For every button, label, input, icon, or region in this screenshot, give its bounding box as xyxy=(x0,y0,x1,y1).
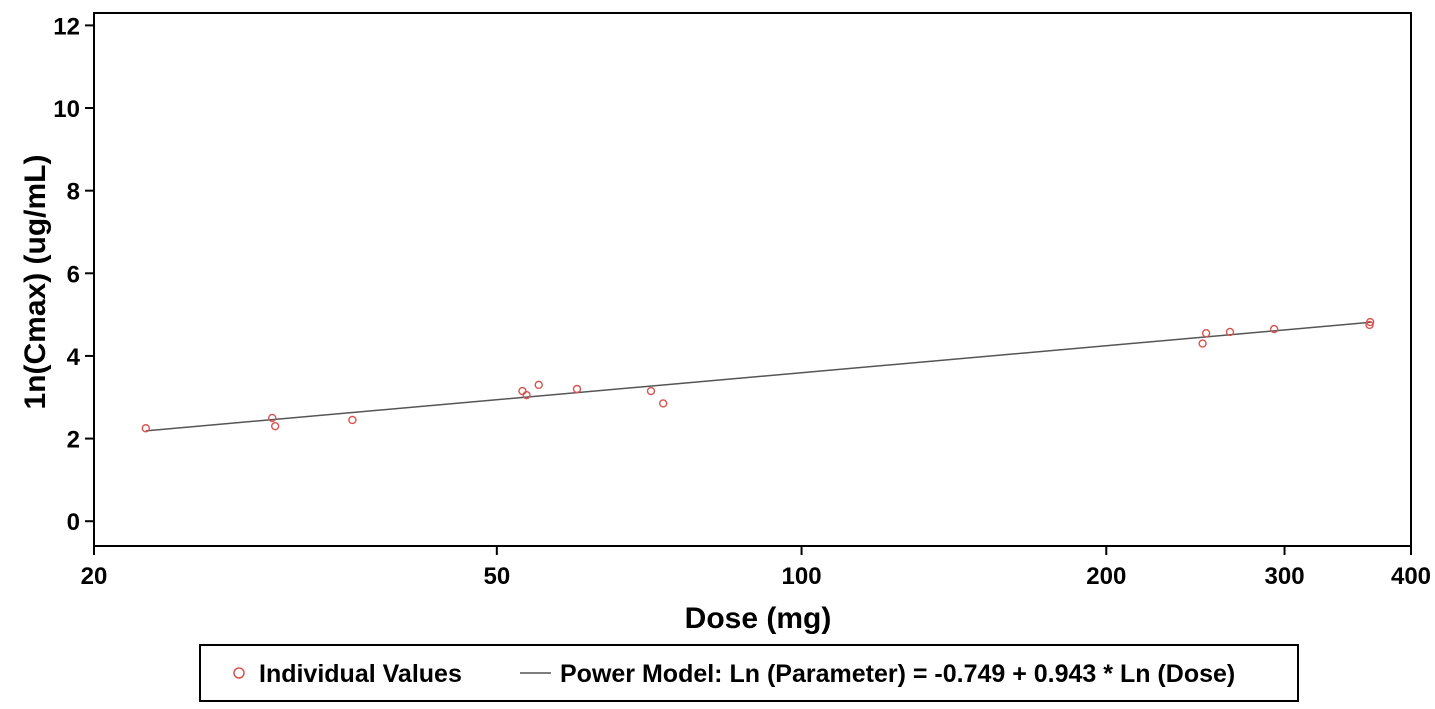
y-axis-title: 1n(Cmax) (ug/mL) xyxy=(19,155,52,410)
data-point xyxy=(522,390,531,400)
data-point xyxy=(141,424,150,433)
data-point xyxy=(1201,329,1211,338)
data-point xyxy=(1269,324,1279,334)
data-point xyxy=(270,421,280,431)
x-tick-label: 300 xyxy=(1265,563,1305,590)
x-tick-label: 100 xyxy=(782,563,822,590)
y-tick-label: 8 xyxy=(67,179,80,206)
x-axis-title: Dose (mg) xyxy=(685,602,832,635)
y-tick-label: 4 xyxy=(67,344,81,371)
scatter-points xyxy=(141,317,1375,433)
x-tick-label: 200 xyxy=(1086,563,1126,590)
y-tick-label: 2 xyxy=(67,427,80,454)
y-tick-label: 6 xyxy=(67,261,80,288)
y-tick-label: 0 xyxy=(67,509,80,536)
x-axis: 20 50 100 200 300 400 xyxy=(81,546,1431,590)
data-point xyxy=(646,386,656,396)
data-point xyxy=(658,399,668,408)
y-axis: 0 2 4 6 8 10 12 xyxy=(53,13,94,536)
plot-frame xyxy=(93,12,1412,547)
data-point xyxy=(572,384,582,394)
legend: Individual Values Power Model: Ln (Param… xyxy=(199,644,1299,702)
x-tick-label: 20 xyxy=(81,563,108,590)
data-point xyxy=(1365,317,1375,327)
y-tick-label: 12 xyxy=(53,13,80,40)
legend-frame xyxy=(199,644,1299,702)
x-tick-label: 400 xyxy=(1391,563,1431,590)
power-model-fit-line xyxy=(145,321,1371,432)
legend-entry-power-model: Power Model: Ln (Parameter) = -0.749 + 0… xyxy=(560,660,1235,688)
legend-circle-marker-icon xyxy=(233,667,245,679)
data-point xyxy=(348,415,357,425)
data-point xyxy=(518,386,527,396)
data-point xyxy=(1198,339,1207,348)
legend-entry-individual-values: Individual Values xyxy=(259,660,462,688)
y-tick-label: 10 xyxy=(53,96,80,123)
data-point xyxy=(268,413,277,423)
data-point xyxy=(534,380,543,390)
plot-area xyxy=(93,12,1412,547)
data-point xyxy=(1225,327,1235,337)
x-tick-label: 50 xyxy=(483,563,510,590)
